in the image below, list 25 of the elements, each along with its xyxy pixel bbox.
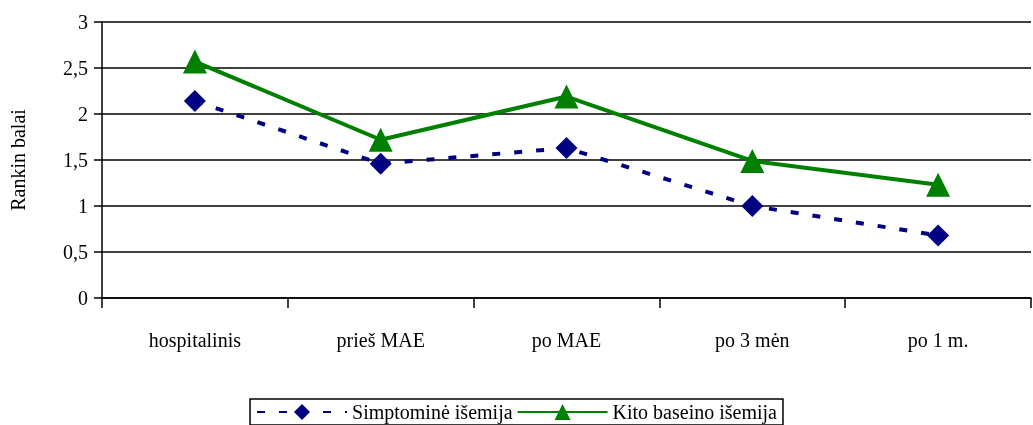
y-tick-label: 0,5: [63, 241, 88, 263]
point: [183, 90, 206, 113]
y-axis-title: Rankin balai: [7, 108, 29, 211]
point: [927, 224, 950, 247]
point: [926, 172, 951, 197]
x-tick-label: po 3 mėn: [715, 329, 790, 352]
point: [368, 127, 393, 152]
y-tick-label: 0: [78, 287, 88, 309]
y-tick-label: 2,5: [63, 57, 88, 79]
point: [741, 195, 764, 217]
x-tick-label: po MAE: [531, 329, 602, 352]
legend-label: Simptominė išemija: [352, 401, 513, 424]
point: [369, 152, 392, 175]
point: [554, 84, 579, 109]
point: [182, 49, 207, 74]
y-tick-label: 1,5: [63, 149, 88, 171]
y-tick-label: 3: [78, 11, 88, 33]
y-tick-label: 1: [78, 195, 88, 217]
point: [555, 137, 578, 160]
x-tick-label: hospitalinis: [148, 329, 242, 352]
y-tick-label: 2: [78, 103, 88, 125]
x-tick-label: po 1 m.: [907, 329, 969, 352]
x-tick-label: prieš MAE: [336, 329, 425, 352]
point: [740, 148, 765, 173]
legend-label: Kito baseino išemija: [612, 401, 778, 424]
